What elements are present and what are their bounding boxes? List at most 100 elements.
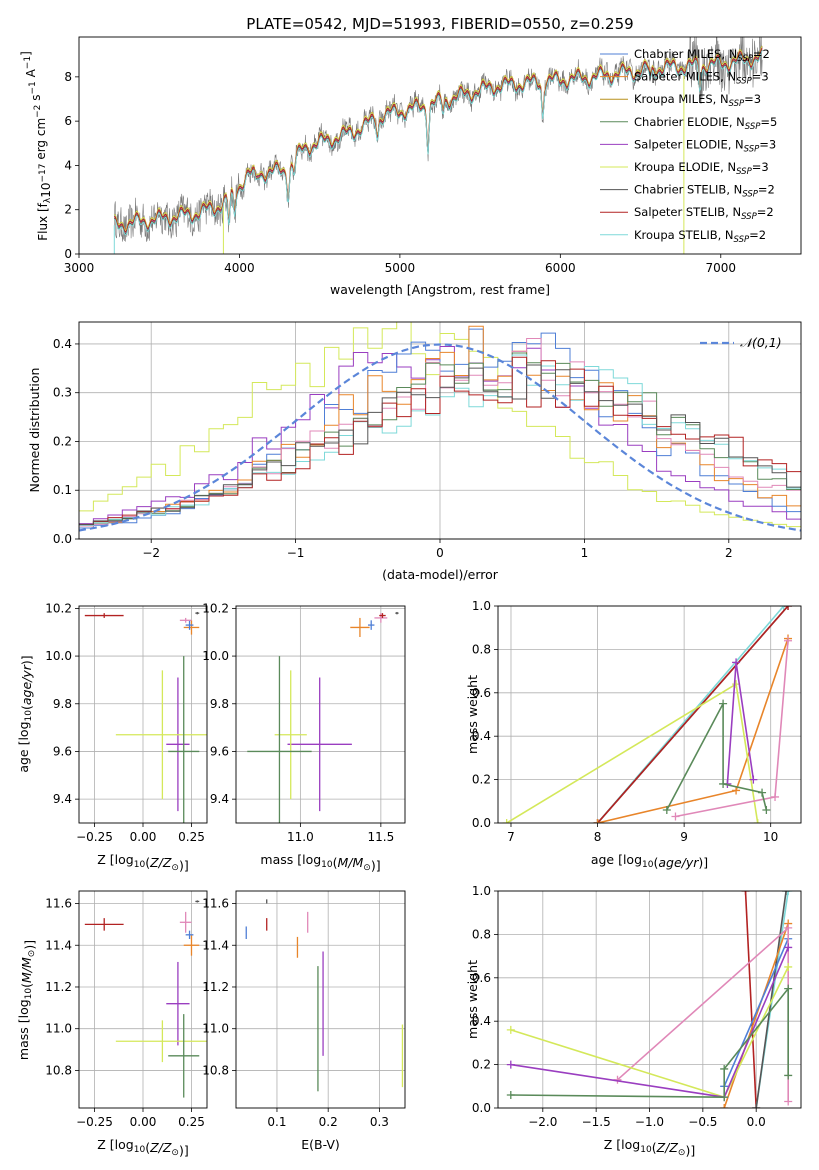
ssp-marker	[752, 1104, 761, 1108]
y-tick-label: 9.8	[53, 697, 72, 711]
x-tick-label: 4000	[224, 261, 255, 275]
axes-frame	[78, 36, 802, 255]
ssp-marker	[779, 606, 788, 610]
y-tick-label: 10.2	[45, 601, 72, 615]
model-spectrum	[114, 50, 763, 236]
age-vs-mass-panel: 11.0 11.5 9.4 9.6 9.8 10.0 10.2 mass [log10(M/M…	[202, 601, 406, 873]
x-axis-label: Z [log10(Z/Z⊙)]	[97, 852, 188, 873]
x-tick-label: 7000	[706, 261, 737, 275]
x-tick-label: 0.2	[319, 1115, 338, 1129]
ssp-marker	[784, 984, 793, 993]
legend-label: Salpeter ELODIE, NSSP=3	[634, 137, 776, 154]
y-axis-label: Flux [fλ10−17 erg cm−2 s−1 A−1]	[19, 51, 53, 241]
ssp-marker	[732, 786, 741, 795]
x-axis-label: age [log10(age/yr)]	[591, 852, 708, 870]
ssp-marker	[506, 1025, 515, 1034]
mass-weight-series	[744, 891, 757, 1108]
ssp-marker	[749, 775, 758, 784]
mass-weight-series	[597, 638, 789, 823]
ssp-marker	[506, 1090, 515, 1099]
error-bars	[245, 899, 404, 1092]
legend-label: Kroupa MILES, NSSP=3	[634, 92, 761, 109]
y-tick-label: 11.2	[202, 980, 229, 994]
histogram-series	[79, 338, 801, 527]
axes-frame	[78, 605, 208, 824]
mass-weight-series	[755, 891, 787, 1108]
axes-frame	[497, 605, 802, 824]
legend-label: Kroupa ELODIE, NSSP=3	[634, 160, 769, 177]
legend-label: Chabrier STELIB, NSSP=2	[634, 183, 775, 200]
mass-weight-lines	[506, 891, 793, 1108]
y-tick-label: 11.4	[202, 938, 229, 952]
x-axis-label: mass [log10(M/M⊙)]	[260, 852, 380, 873]
ssp-marker	[771, 792, 780, 801]
x-tick-label: 1	[581, 546, 589, 560]
ssp-marker	[719, 699, 728, 708]
mass-weight-lines	[502, 606, 793, 823]
y-tick-label: 2	[64, 203, 72, 217]
ssp-marker	[719, 779, 728, 788]
y-tick-label: 11.2	[45, 980, 72, 994]
mass-vs-metallicity-panel: −0.25 0.00 0.25 10.8 11.0 11.2 11.4 11.6 Z [log1…	[16, 890, 208, 1158]
y-tick-label: 9.4	[53, 792, 72, 806]
y-tick-label: 0.4	[472, 1014, 491, 1028]
ssp-marker	[784, 923, 793, 932]
y-tick-label: 9.4	[210, 792, 229, 806]
y-tick-label: 4	[64, 158, 72, 172]
x-tick-label: 5000	[385, 261, 416, 275]
mass-weight-series	[666, 703, 768, 811]
x-tick-label: −1.5	[582, 1115, 611, 1129]
ssp-marker	[732, 658, 741, 667]
x-axis-label: E(B-V)	[301, 1137, 340, 1152]
y-tick-label: 9.6	[210, 744, 229, 758]
y-tick-label: 0.0	[472, 1101, 491, 1115]
ssp-marker	[671, 812, 680, 821]
y-axis-label: mass weight	[465, 960, 480, 1039]
mass-weight-vs-age-panel: 7 8 9 10 0.0 0.2 0.4 0.6 0.8 1.0 mass weight age [l…	[465, 599, 802, 870]
x-tick-label: 0.00	[130, 1115, 157, 1129]
x-tick-label: 0.0	[747, 1115, 766, 1129]
error-bars	[84, 611, 207, 823]
x-axis-label: (data-model)/error	[382, 567, 499, 582]
histogram-series	[79, 364, 801, 525]
ssp-marker	[502, 819, 511, 823]
gaussian-reference	[79, 343, 801, 532]
y-tick-label: 10.0	[202, 649, 229, 663]
spectrum-curves	[113, 37, 763, 254]
ssp-marker	[593, 819, 602, 823]
x-tick-label: −1.0	[635, 1115, 664, 1129]
ssp-marker	[720, 1064, 729, 1073]
mass-vs-ebv-panel: 0.1 0.2 0.3 10.8 11.0 11.2 11.4 11.6 E(B-V)	[202, 890, 406, 1152]
error-bars	[247, 611, 399, 823]
x-tick-label: 0.00	[130, 830, 157, 844]
axes-frame	[78, 890, 208, 1109]
figure-title: PLATE=0542, MJD=51993, FIBERID=0550, z=0…	[246, 15, 633, 33]
ssp-marker	[762, 805, 771, 814]
y-tick-label: 0	[64, 247, 72, 261]
spectrum-legend: Chabrier MILES, NSSP=2 Salpeter MILES, NS…	[600, 47, 777, 245]
ssp-marker	[753, 819, 762, 823]
y-tick-label: 0.4	[472, 729, 491, 743]
x-tick-label: −0.5	[688, 1115, 717, 1129]
x-tick-label: 0	[436, 546, 444, 560]
ssp-marker	[506, 1060, 515, 1069]
x-tick-label: −1	[287, 546, 305, 560]
y-tick-label: 0.4	[53, 337, 72, 351]
y-tick-label: 10.0	[45, 649, 72, 663]
y-tick-label: 0.2	[53, 434, 72, 448]
ssp-marker	[720, 1093, 729, 1102]
axes-frame	[235, 890, 406, 1109]
x-tick-label: 6000	[545, 261, 576, 275]
y-tick-label: 0.2	[472, 1058, 491, 1072]
x-tick-label: 10	[763, 830, 778, 844]
legend-label: Salpeter MILES, NSSP=3	[634, 70, 769, 87]
y-axis-label: mass [log10(M/M⊙)]	[16, 940, 37, 1060]
ssp-marker	[784, 606, 793, 610]
mass-weight-series	[506, 682, 759, 823]
age-vs-metallicity-panel: −0.25 0.00 0.25 9.4 9.6 9.8 10.0 10.2 Z [log10(Z…	[16, 601, 208, 873]
x-axis-label: wavelength [Angstrom, rest frame]	[330, 282, 550, 297]
ssp-marker	[784, 636, 793, 645]
x-tick-label: −0.25	[76, 830, 113, 844]
legend-label: Chabrier MILES, NSSP=2	[634, 47, 770, 64]
y-tick-label: 0.0	[472, 816, 491, 830]
